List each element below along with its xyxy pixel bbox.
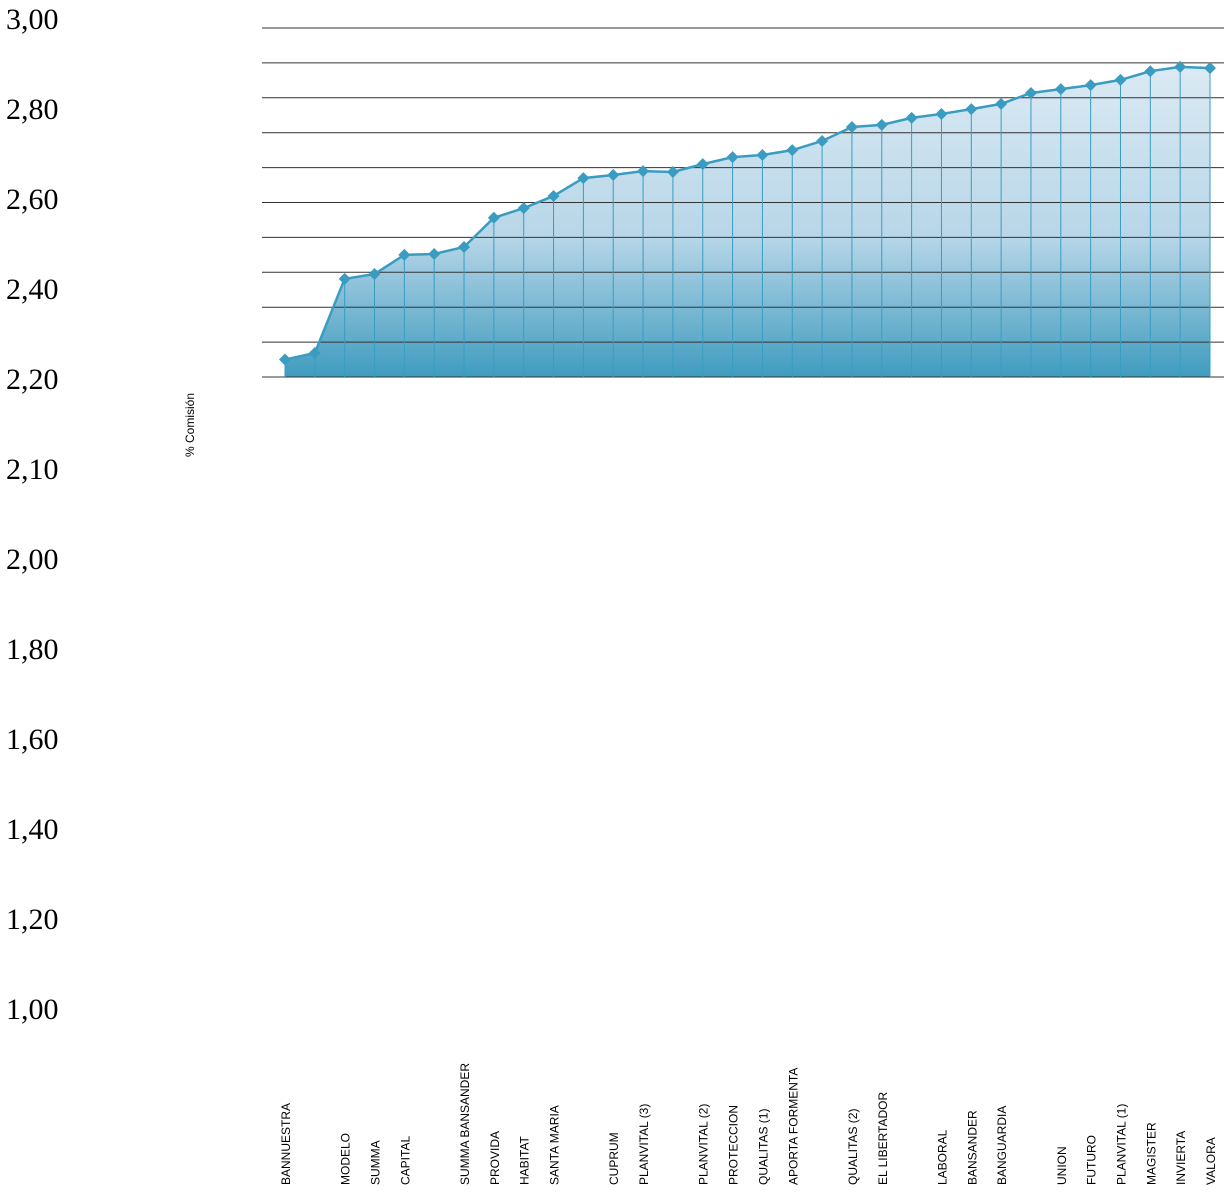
x-tick-label: BANGUARDIA	[995, 1106, 1009, 1185]
marker	[726, 151, 739, 164]
x-tick-label: EL LIBERTADOR	[876, 1092, 890, 1185]
x-tick-label: PLANVITAL (1)	[1114, 1104, 1128, 1185]
x-tick-label: BANSANDER	[965, 1110, 979, 1185]
x-tick-label: HABITAT	[518, 1135, 532, 1185]
x-tick-label: MODELO	[339, 1133, 353, 1185]
marker	[1024, 87, 1037, 100]
x-tick-label: FUTURO	[1085, 1135, 1099, 1185]
x-tick-label: UNION	[1055, 1146, 1069, 1185]
marker	[458, 240, 471, 253]
x-tick-label: PLANVITAL (3)	[637, 1104, 651, 1185]
y-axis-label: 2,80	[6, 93, 59, 126]
marker	[875, 118, 888, 131]
marker	[666, 165, 679, 178]
marker	[398, 248, 411, 261]
y-axis-label: 3,00	[6, 3, 59, 36]
x-tick-label: PROVIDA	[488, 1131, 502, 1185]
marker	[1174, 60, 1187, 73]
y-axis-label: 1,80	[6, 633, 59, 666]
x-tick-label: CUPRUM	[607, 1132, 621, 1185]
x-tick-label: SUMMA	[369, 1140, 383, 1185]
x-tick-label: CAPITAL	[398, 1136, 412, 1185]
x-tick-label: QUALITAS (1)	[756, 1109, 770, 1185]
x-tick-label: PLANVITAL (2)	[697, 1104, 711, 1185]
marker	[547, 189, 560, 202]
marker	[1054, 83, 1067, 96]
y-axis-label: 2,40	[6, 273, 59, 306]
x-tick-label: BANNUESTRA	[279, 1103, 293, 1185]
x-tick-label: VALORA	[1204, 1137, 1218, 1185]
x-tick-label: SANTA MARIA	[548, 1105, 562, 1185]
marker	[816, 134, 829, 147]
marker	[368, 268, 381, 281]
marker	[637, 165, 650, 178]
marker	[517, 202, 530, 215]
marker	[935, 107, 948, 120]
marker	[577, 172, 590, 185]
marker	[786, 144, 799, 157]
marker	[965, 103, 978, 116]
marker	[995, 97, 1008, 110]
y-axis-title: % Comisión	[183, 393, 197, 457]
x-tick-label: INVIERTA	[1174, 1131, 1188, 1185]
y-axis-label: 1,40	[6, 813, 59, 846]
marker	[696, 158, 709, 171]
marker	[845, 121, 858, 134]
marker	[428, 247, 441, 260]
marker	[279, 353, 291, 366]
x-tick-label: SUMMA BANSANDER	[458, 1063, 472, 1185]
marker	[1204, 62, 1216, 75]
y-axis-label: 2,00	[6, 543, 59, 576]
x-tick-label: LABORAL	[935, 1129, 949, 1185]
marker	[487, 211, 500, 224]
area	[285, 66, 1210, 378]
y-axis-label: 1,60	[6, 723, 59, 756]
marker	[607, 169, 620, 182]
y-axis-label: 2,10	[6, 453, 59, 486]
y-axis-label: 2,60	[6, 183, 59, 216]
x-tick-label: PROTECCION	[727, 1105, 741, 1185]
marker	[338, 272, 351, 285]
marker	[308, 347, 321, 360]
x-tick-label: QUALITAS (2)	[846, 1109, 860, 1185]
x-tick-label: MAGISTER	[1144, 1122, 1158, 1185]
marker	[1114, 73, 1127, 86]
y-axis-label: 2,20	[6, 363, 59, 396]
marker	[1084, 79, 1097, 92]
y-axis-label: 1,20	[6, 903, 59, 936]
y-axis-label: 1,00	[6, 993, 59, 1026]
x-tick-label: APORTA FORMENTA	[786, 1068, 800, 1185]
marker	[905, 111, 918, 124]
marker	[1144, 65, 1157, 78]
marker	[756, 148, 769, 161]
